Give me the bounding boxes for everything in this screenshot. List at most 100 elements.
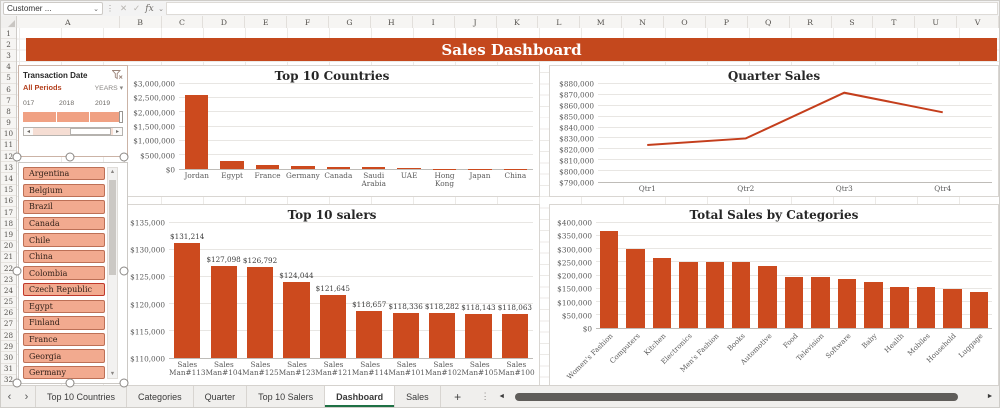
slicer-item-chile[interactable]: Chile <box>23 233 105 247</box>
selection-handle[interactable] <box>119 266 129 276</box>
bar-sales-man-123[interactable] <box>283 282 310 358</box>
selection-handle[interactable] <box>12 152 22 162</box>
chart-total-sales-by-categories[interactable]: Total Sales by Categories $0 $50,000 $100,0… <box>549 204 999 386</box>
row-header-31[interactable]: 31 <box>1 364 16 375</box>
row-header-20[interactable]: 20 <box>1 241 16 252</box>
bar-women-s-fashion[interactable] <box>599 231 619 328</box>
bar-food[interactable] <box>784 276 804 328</box>
enter-icon[interactable]: ✓ <box>132 3 141 13</box>
slicer-scrollbar[interactable]: ▲ ▼ <box>107 167 118 379</box>
column-header-K[interactable]: K <box>497 16 539 28</box>
slicer-item-belgium[interactable]: Belgium <box>23 183 105 197</box>
selection-handle[interactable] <box>65 378 75 388</box>
row-header-2[interactable]: 2 <box>1 39 16 51</box>
timeline-scroll-thumb[interactable] <box>69 128 112 135</box>
tab-categories[interactable]: Categories <box>127 386 194 407</box>
selection-handle[interactable] <box>65 152 75 162</box>
formula-input[interactable] <box>166 2 998 15</box>
selection-handle[interactable] <box>12 378 22 388</box>
bar-mobiles[interactable] <box>916 287 936 328</box>
row-header-18[interactable]: 18 <box>1 218 16 230</box>
clear-filter-icon[interactable] <box>112 70 123 80</box>
scroll-up-icon[interactable]: ▲ <box>109 169 116 175</box>
bar-france[interactable] <box>255 164 280 169</box>
slicer-item-china[interactable]: China <box>23 249 105 264</box>
bar-luggage[interactable] <box>969 291 989 328</box>
bar-jordan[interactable] <box>185 95 209 169</box>
tab-dashboard[interactable]: Dashboard <box>325 386 396 407</box>
row-header-10[interactable]: 10 <box>1 129 16 140</box>
bar-kitchen[interactable] <box>652 258 672 328</box>
row-header-19[interactable]: 19 <box>1 229 16 241</box>
column-header-I[interactable]: I <box>413 16 455 28</box>
row-header-9[interactable]: 9 <box>1 118 16 129</box>
scroll-right-icon[interactable]: ► <box>986 393 994 400</box>
tab-quarter[interactable]: Quarter <box>194 386 248 407</box>
formula-expand-icon[interactable]: ⌄ <box>158 5 164 13</box>
column-header-P[interactable]: P <box>706 16 748 28</box>
row-header-14[interactable]: 14 <box>1 173 16 185</box>
selection-handle[interactable] <box>12 266 22 276</box>
row-header-12[interactable]: 12 <box>1 151 16 163</box>
tab-top-10-salers[interactable]: Top 10 Salers <box>247 386 326 407</box>
chart-top-10-salers[interactable]: Top 10 salers $110,000 $115,000 $120,000 $12… <box>124 204 540 386</box>
column-header-R[interactable]: R <box>790 16 832 28</box>
timeline-level-dropdown[interactable]: YEARS ▾ <box>94 84 123 92</box>
timeline-slicer[interactable]: Transaction Date All Periods YEARS ▾ 017… <box>18 65 128 157</box>
column-header-V[interactable]: V <box>957 16 999 28</box>
row-header-8[interactable]: 8 <box>1 106 16 118</box>
column-header-O[interactable]: O <box>664 16 706 28</box>
slicer-item-finland[interactable]: Finland <box>23 316 105 330</box>
bar-uae[interactable] <box>397 167 421 169</box>
bar-sales-man-113[interactable] <box>174 243 201 358</box>
slicer-item-argentina[interactable]: Argentina <box>23 167 105 181</box>
bar-software[interactable] <box>837 279 857 328</box>
bar-sales-man-101[interactable] <box>392 313 419 358</box>
row-header-11[interactable]: 11 <box>1 140 16 152</box>
timeline-end-handle[interactable] <box>119 111 123 123</box>
bar-books[interactable] <box>731 261 751 328</box>
line-series[interactable] <box>598 84 992 182</box>
column-header-A[interactable]: A <box>17 16 120 28</box>
column-header-E[interactable]: E <box>245 16 288 28</box>
bar-sales-man-102[interactable] <box>428 313 456 358</box>
horizontal-scrollbar[interactable]: ◄ ► <box>496 386 999 407</box>
bar-sales-man-100[interactable] <box>501 314 528 358</box>
row-header-26[interactable]: 26 <box>1 308 16 319</box>
cancel-icon[interactable]: ✕ <box>119 3 128 13</box>
country-slicer[interactable]: Argentina Belgium Brazil Canada Chile China Co… <box>18 162 128 384</box>
dashboard-title-banner[interactable]: Sales Dashboard <box>26 38 997 61</box>
column-header-S[interactable]: S <box>832 16 874 28</box>
bar-saudi-arabia[interactable] <box>362 167 386 169</box>
bar-health[interactable] <box>890 286 909 328</box>
select-all-corner[interactable] <box>1 16 17 28</box>
chevron-down-icon[interactable]: ⌄ <box>93 5 99 13</box>
row-header-23[interactable]: 23 <box>1 274 16 286</box>
bar-men-s-fashion[interactable] <box>705 261 725 328</box>
fx-icon[interactable]: fx <box>145 3 154 14</box>
row-header-21[interactable]: 21 <box>1 252 16 263</box>
slicer-item-canada[interactable]: Canada <box>23 216 105 231</box>
column-header-Q[interactable]: Q <box>748 16 790 28</box>
tab-sales[interactable]: Sales <box>395 386 441 407</box>
slicer-item-france[interactable]: France <box>23 332 105 347</box>
scroll-right-icon[interactable]: ▸ <box>113 128 122 135</box>
row-header-17[interactable]: 17 <box>1 207 16 219</box>
row-header-7[interactable]: 7 <box>1 95 16 107</box>
row-header-15[interactable]: 15 <box>1 185 16 196</box>
next-sheet-icon[interactable]: › <box>24 390 29 403</box>
row-header-16[interactable]: 16 <box>1 196 16 207</box>
slicer-item-georgia[interactable]: Georgia <box>23 349 105 363</box>
scroll-left-icon[interactable]: ◄ <box>498 393 506 400</box>
hscroll-thumb[interactable] <box>514 392 958 401</box>
row-header-4[interactable]: 4 <box>1 62 16 73</box>
row-header-22[interactable]: 22 <box>1 263 16 275</box>
slicer-scroll-thumb[interactable] <box>109 180 116 275</box>
selection-handle[interactable] <box>119 378 129 388</box>
prev-sheet-icon[interactable]: ‹ <box>7 390 12 403</box>
bar-electronics[interactable] <box>679 261 698 328</box>
row-header-29[interactable]: 29 <box>1 341 16 353</box>
bar-sales-man-125[interactable] <box>246 267 274 358</box>
slicer-item-egypt[interactable]: Egypt <box>23 299 105 314</box>
bar-egypt[interactable] <box>220 161 244 169</box>
